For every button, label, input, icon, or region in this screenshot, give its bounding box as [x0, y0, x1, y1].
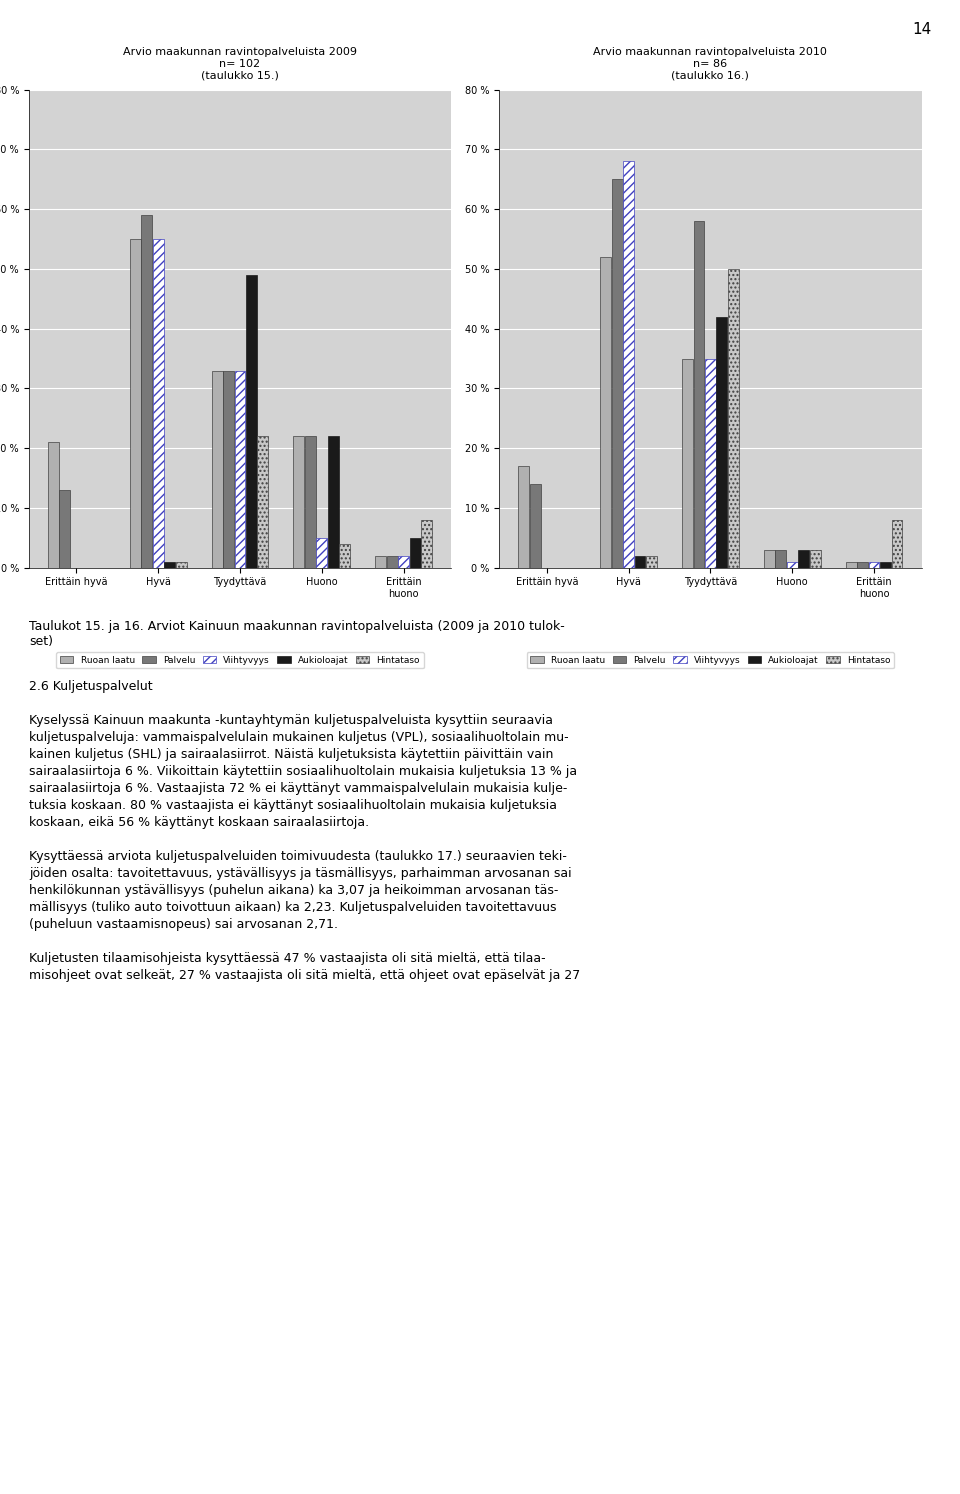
Bar	[728, 269, 739, 568]
Bar	[130, 239, 141, 568]
Bar	[223, 371, 234, 568]
Bar	[705, 359, 716, 568]
Legend: Ruoan laatu, Palvelu, Viihtyvyys, Aukioloajat, Hintataso: Ruoan laatu, Palvelu, Viihtyvyys, Aukiol…	[57, 653, 423, 668]
Bar	[317, 538, 327, 568]
Bar	[635, 556, 645, 568]
Bar	[48, 442, 59, 568]
Bar	[141, 215, 153, 568]
Title: Arvio maakunnan ravintopalveluista 2009
n= 102
(taulukko 15.): Arvio maakunnan ravintopalveluista 2009 …	[123, 48, 357, 81]
Bar	[327, 436, 339, 568]
Bar	[530, 484, 540, 568]
Bar	[176, 562, 186, 568]
Bar	[798, 550, 809, 568]
Bar	[305, 436, 316, 568]
Bar	[846, 562, 856, 568]
Bar	[764, 550, 775, 568]
Bar	[787, 562, 798, 568]
Bar	[682, 359, 693, 568]
Text: 14: 14	[912, 22, 931, 37]
Bar	[294, 436, 304, 568]
Bar	[211, 371, 223, 568]
Bar	[623, 161, 634, 568]
Bar	[246, 275, 257, 568]
Title: Arvio maakunnan ravintopalveluista 2010
n= 86
(taulukko 16.): Arvio maakunnan ravintopalveluista 2010 …	[593, 48, 828, 81]
Bar	[880, 562, 891, 568]
Bar	[398, 556, 409, 568]
Bar	[257, 436, 269, 568]
Bar	[600, 257, 612, 568]
Bar	[857, 562, 868, 568]
Bar	[646, 556, 657, 568]
Bar	[869, 562, 879, 568]
Bar	[809, 550, 821, 568]
Bar	[339, 544, 350, 568]
Bar	[410, 538, 420, 568]
Bar	[164, 562, 175, 568]
Text: Taulukot 15. ja 16. Arviot Kainuun maakunnan ravintopalveluista (2009 ja 2010 tu: Taulukot 15. ja 16. Arviot Kainuun maaku…	[29, 620, 564, 648]
Bar	[518, 466, 529, 568]
Bar	[716, 317, 728, 568]
Bar	[612, 179, 623, 568]
Bar	[892, 520, 902, 568]
Bar	[60, 490, 70, 568]
Bar	[776, 550, 786, 568]
Legend: Ruoan laatu, Palvelu, Viihtyvyys, Aukioloajat, Hintataso: Ruoan laatu, Palvelu, Viihtyvyys, Aukiol…	[527, 653, 894, 668]
Bar	[693, 221, 705, 568]
Text: 2.6 Kuljetuspalvelut

Kyselyssä Kainuun maakunta -kuntayhtymän kuljetuspalveluis: 2.6 Kuljetuspalvelut Kyselyssä Kainuun m…	[29, 680, 580, 982]
Bar	[421, 520, 432, 568]
Bar	[234, 371, 246, 568]
Bar	[387, 556, 397, 568]
Bar	[153, 239, 163, 568]
Bar	[375, 556, 386, 568]
